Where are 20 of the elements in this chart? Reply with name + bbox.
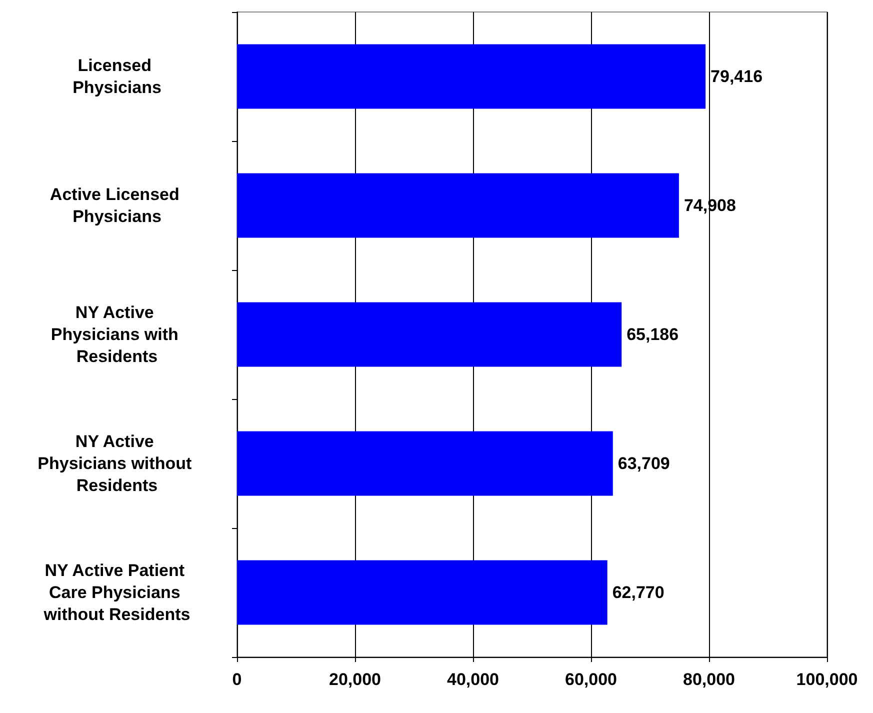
- data-label: 62,770: [612, 583, 664, 602]
- data-label: 63,709: [618, 454, 670, 473]
- bar: [237, 173, 679, 238]
- y-tick-label: Licensed Physicians: [72, 56, 162, 97]
- y-tick-label: NY Active Physicians without Residents: [38, 432, 196, 495]
- y-tick-label: Active Licensed Physicians: [50, 185, 184, 226]
- y-tick-label: NY Active Patient Care Physicians without Residents: [42, 561, 190, 624]
- bar: [237, 302, 622, 367]
- data-label: 65,186: [626, 325, 679, 344]
- bar: [237, 560, 608, 625]
- x-tick-label: 60,000: [565, 670, 617, 689]
- bar: [237, 44, 706, 109]
- y-tick-label: NY Active Physicians with Residents: [50, 303, 184, 366]
- x-tick-label: 80,000: [683, 670, 735, 689]
- x-tick-label: 100,000: [796, 670, 858, 689]
- data-label: 79,416: [710, 67, 763, 86]
- x-tick-label: 40,000: [447, 670, 499, 689]
- x-tick-label: 20,000: [329, 670, 381, 689]
- bar: [237, 431, 613, 496]
- x-tick-label: 0: [232, 670, 242, 689]
